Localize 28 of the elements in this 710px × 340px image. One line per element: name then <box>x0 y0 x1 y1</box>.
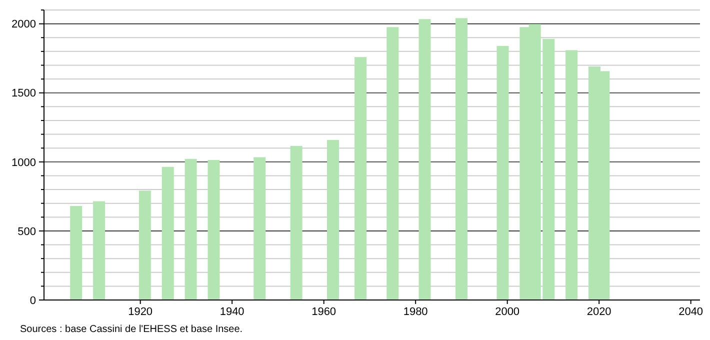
bar <box>254 157 266 300</box>
x-tick-label: 1960 <box>312 306 336 318</box>
bar <box>208 160 220 300</box>
y-tick-label: 2000 <box>12 18 36 31</box>
x-tick-label: 2020 <box>586 306 612 318</box>
x-tick-label: 1920 <box>128 306 153 318</box>
x-tick-label: 2000 <box>495 306 520 318</box>
bar <box>327 140 340 300</box>
bar <box>162 166 174 300</box>
bar <box>70 206 82 300</box>
bar <box>290 146 302 300</box>
y-tick-label: 1000 <box>12 156 36 169</box>
bar <box>418 19 431 300</box>
y-tick-label: 500 <box>18 226 36 238</box>
bar <box>496 46 509 300</box>
x-tick-label: 1940 <box>220 306 244 318</box>
bar <box>354 57 367 300</box>
bar <box>455 18 468 300</box>
x-tick-label: 2040 <box>678 306 704 318</box>
x-tick-label: 1980 <box>403 306 428 318</box>
bar <box>138 190 151 300</box>
bar <box>184 158 197 300</box>
y-tick-label: 1500 <box>12 88 36 100</box>
source-note: Sources : base Cassini de l'EHESS et base Insee. <box>20 324 243 335</box>
y-tick-label: 0 <box>30 294 36 307</box>
bar <box>386 27 399 300</box>
bar <box>93 201 106 300</box>
bar <box>566 50 578 300</box>
